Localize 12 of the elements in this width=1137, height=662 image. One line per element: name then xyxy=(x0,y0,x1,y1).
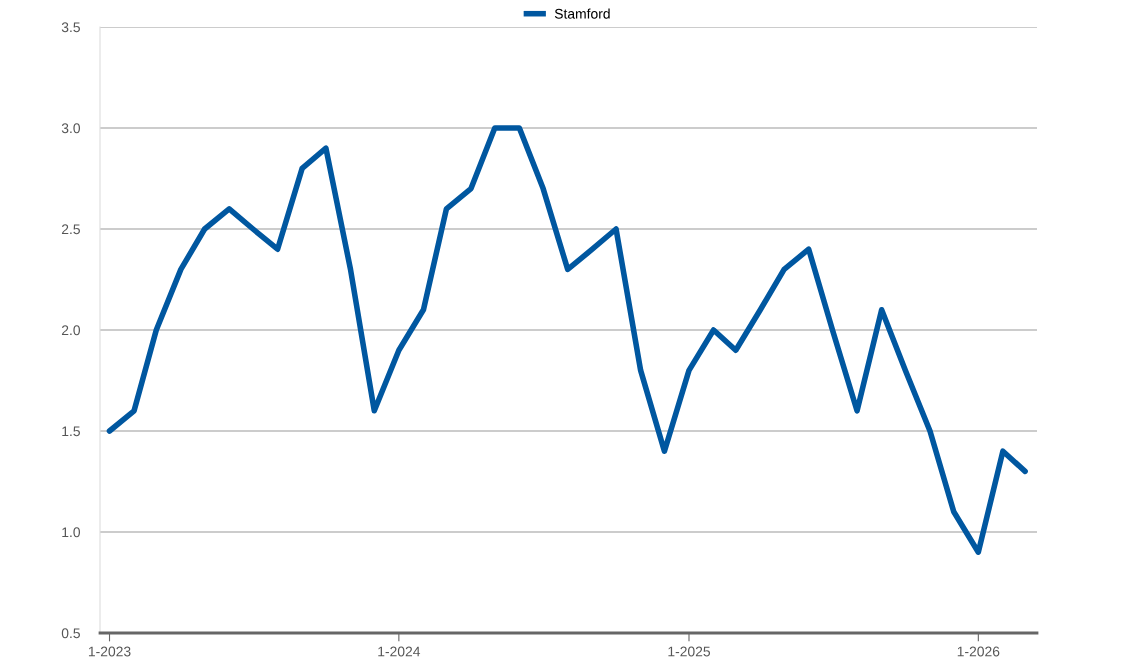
x-tick-label: 1-2024 xyxy=(378,646,421,657)
y-tick-label: 3.5 xyxy=(61,22,80,33)
x-tick-label: 1-2025 xyxy=(668,646,711,657)
y-tick-label: 2.0 xyxy=(61,325,81,336)
y-tick-label: 3.0 xyxy=(61,123,81,134)
y-tick-label: 0.5 xyxy=(61,628,80,639)
legend-label: Stamford xyxy=(554,8,610,19)
y-tick-label: 1.0 xyxy=(62,527,81,538)
x-tick-label: 1-2026 xyxy=(957,646,1000,657)
x-tick-label: 1-2023 xyxy=(88,646,131,657)
y-tick-label: 2.5 xyxy=(61,224,80,235)
y-tick-label: 1.5 xyxy=(62,426,80,437)
